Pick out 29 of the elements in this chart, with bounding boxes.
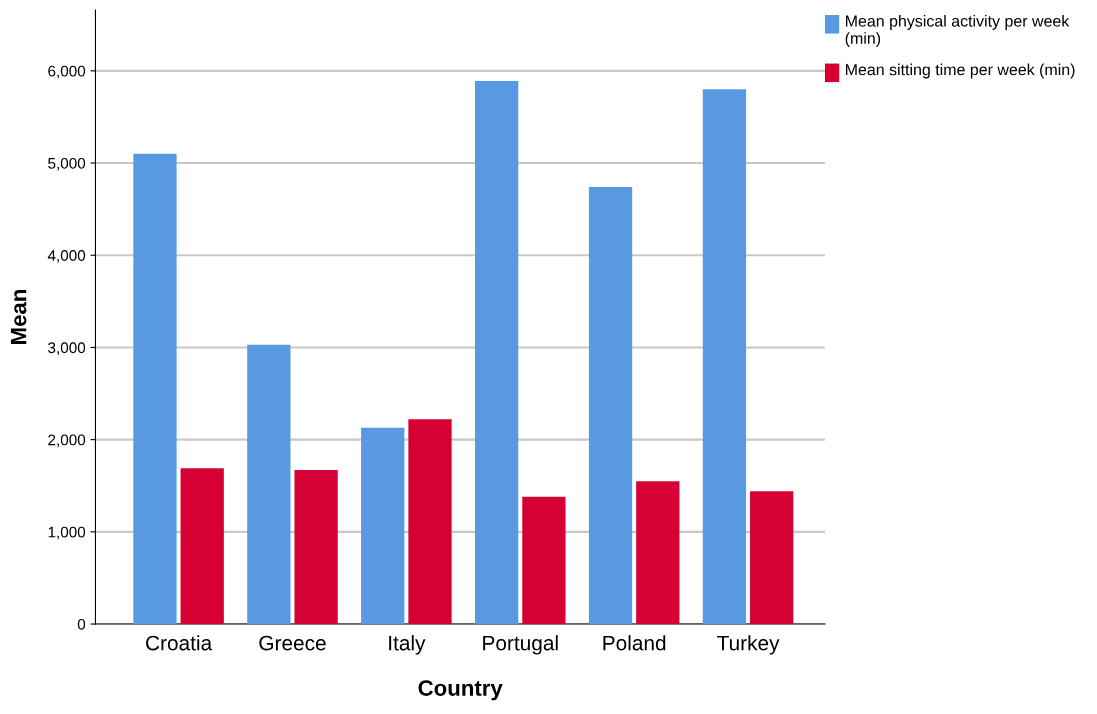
bar [702, 89, 747, 625]
bar [180, 468, 224, 625]
x-tick-label: Greece [259, 635, 326, 651]
y-tick-label: 1,000 [48, 526, 86, 540]
bar [361, 427, 405, 625]
bar [475, 80, 519, 625]
bar [750, 491, 794, 625]
y-tick-label: 3,000 [48, 342, 86, 355]
x-tick-label: Turkey [717, 635, 780, 655]
bar [133, 153, 177, 625]
bar [636, 481, 680, 625]
y-tick-label: 5,000 [48, 157, 86, 171]
y-tick-label: 2,000 [48, 434, 86, 448]
x-tick-label: Italy [389, 635, 426, 655]
bar [294, 470, 338, 625]
y-tick-label: 4,000 [47, 250, 86, 263]
y-tick-label: 6,000 [48, 65, 86, 79]
x-tick-label: Poland [603, 635, 666, 651]
x-tick-label: Portugal [483, 635, 558, 655]
bar [588, 187, 633, 625]
bar [408, 419, 452, 625]
y-tick-label: 0 [77, 618, 86, 630]
x-tick-label: Croatia [146, 635, 213, 651]
legend-label: Mean sitting time per week (min) [846, 63, 1075, 79]
x-axis-title: Country [418, 680, 503, 701]
bar [247, 344, 291, 625]
legend-label: Mean physical activity per week (min) [845, 14, 1070, 48]
y-axis-title: Mean [10, 289, 27, 344]
bar [522, 496, 566, 625]
